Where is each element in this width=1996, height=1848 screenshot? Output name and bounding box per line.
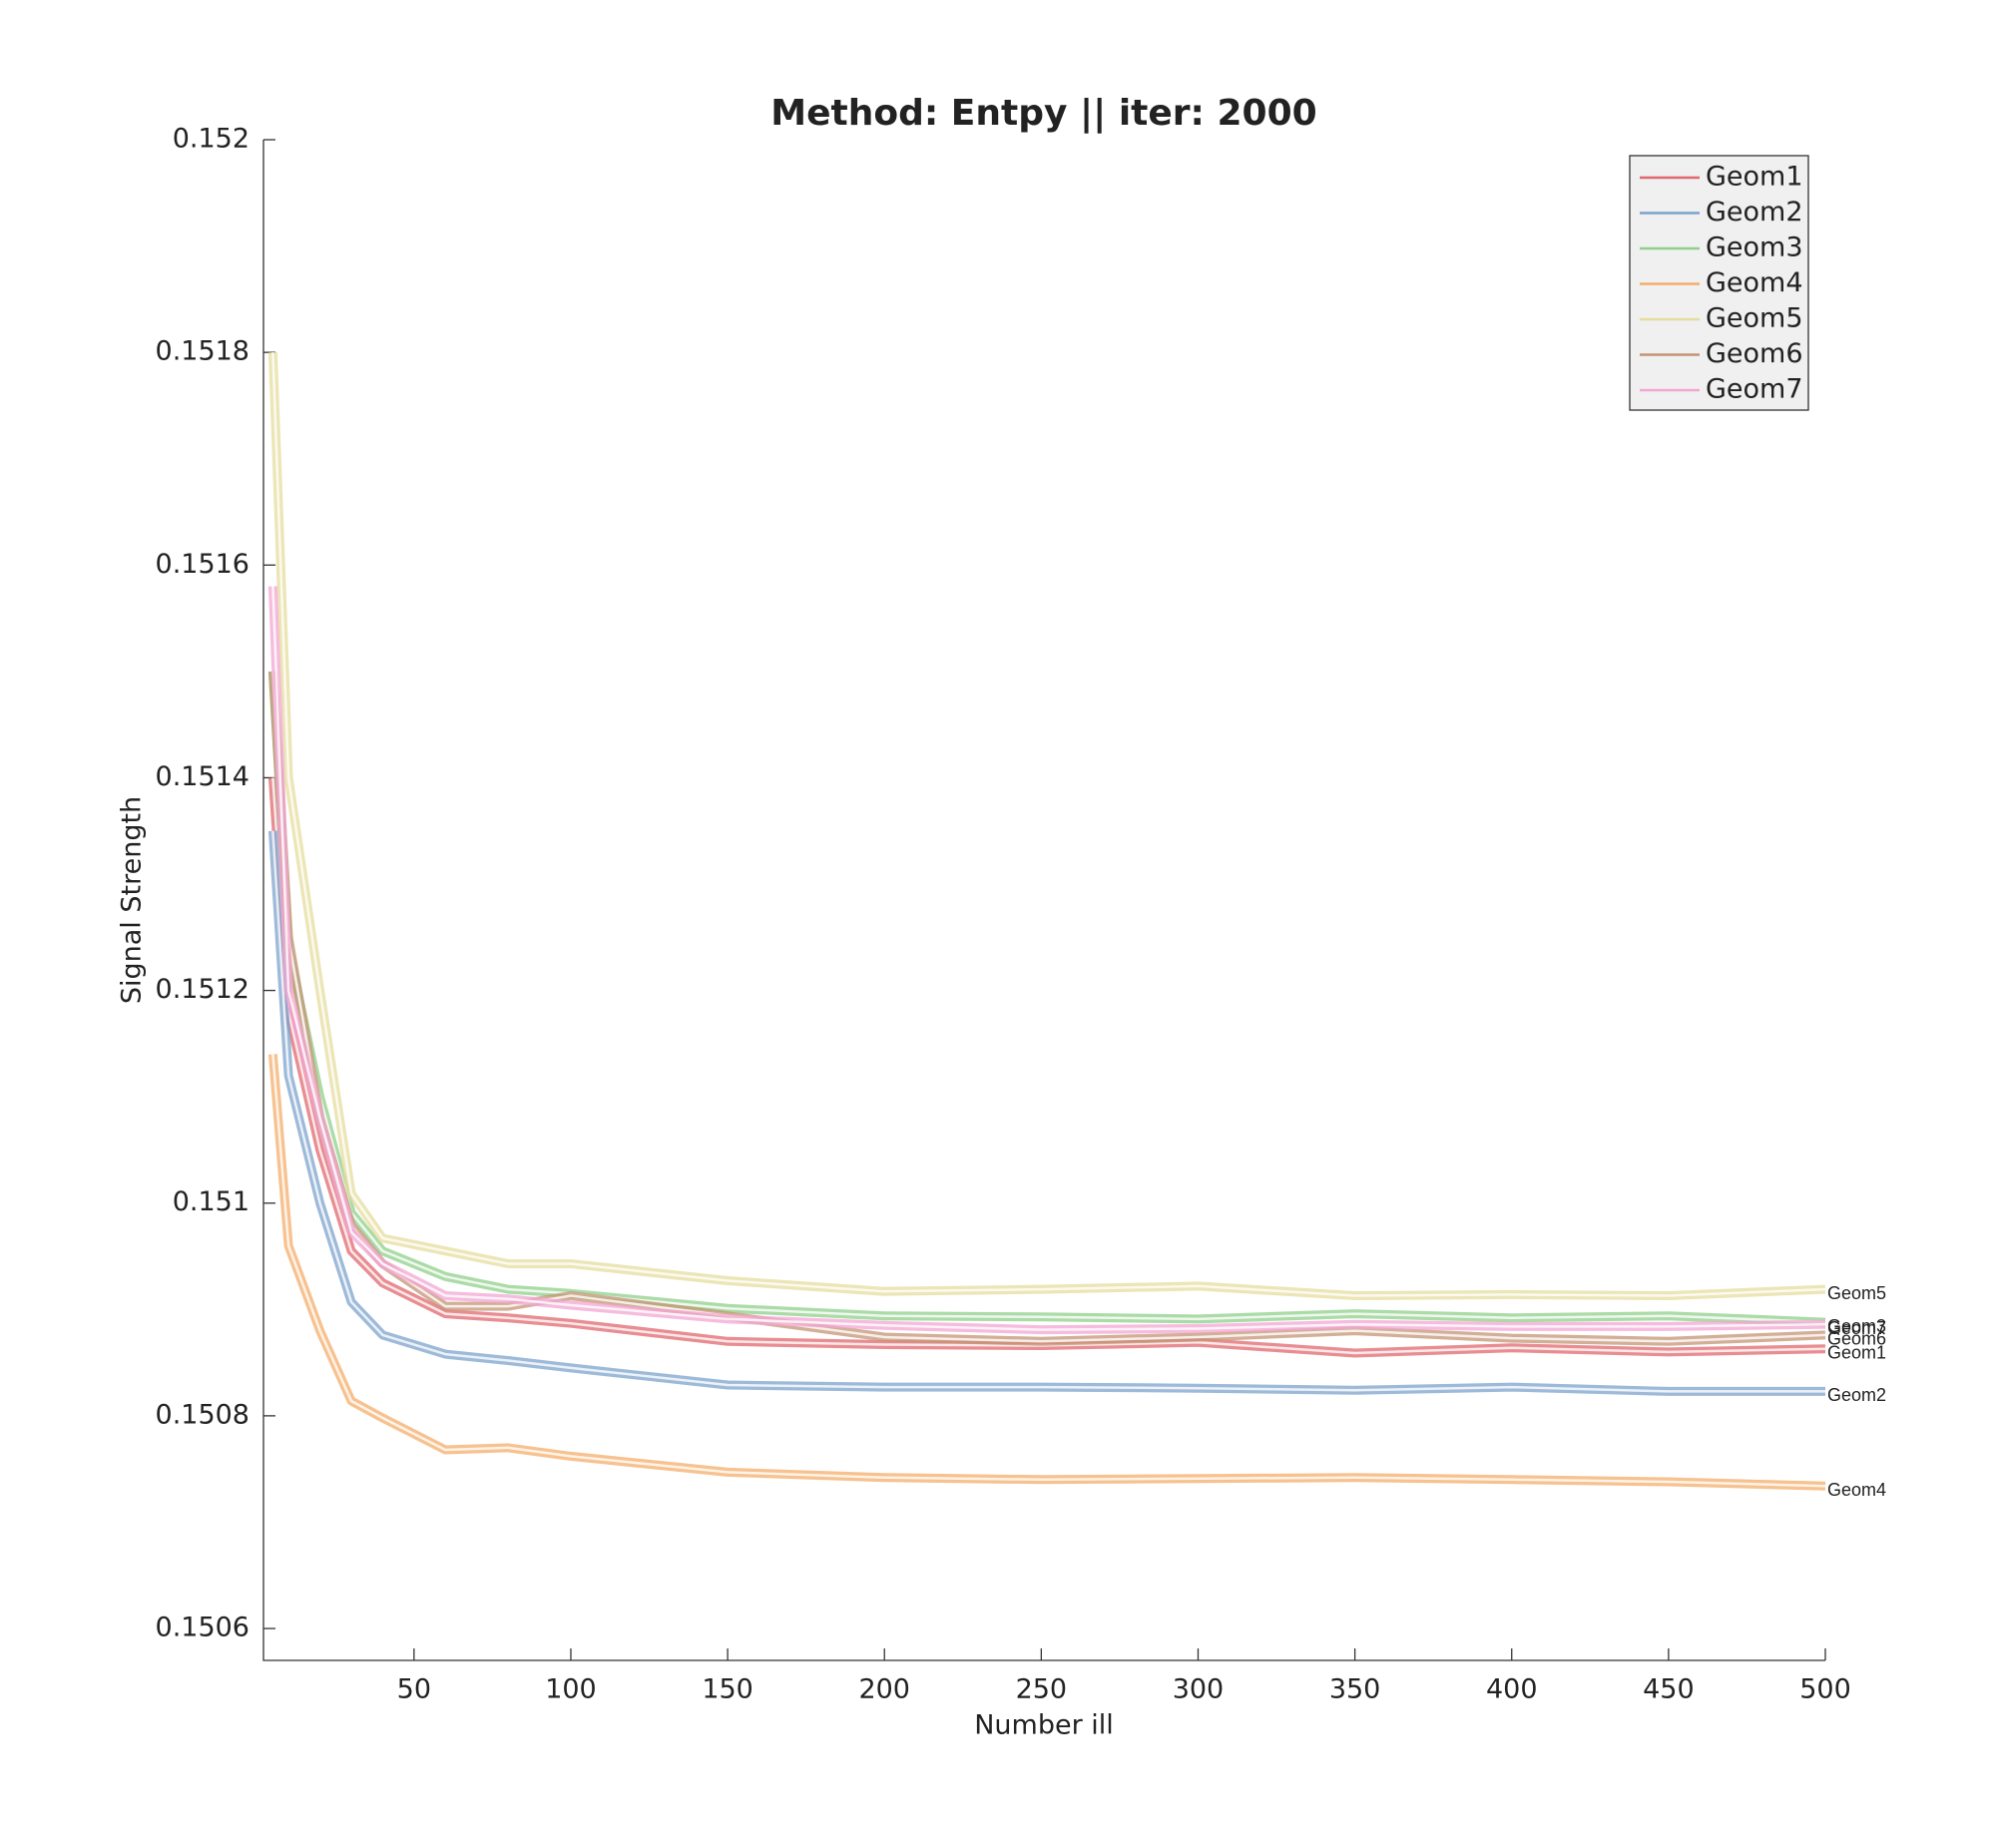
series-line	[267, 671, 1826, 1327]
line-band-core	[271, 586, 1826, 1331]
x-tick-label: 400	[1486, 1674, 1538, 1705]
line-band-core	[271, 671, 1826, 1343]
legend-label: Geom7	[1706, 374, 1803, 405]
x-tick-label: 50	[397, 1674, 431, 1705]
x-tick-label: 150	[702, 1674, 753, 1705]
line-band-core	[271, 1054, 1826, 1488]
series-line	[267, 671, 1826, 1346]
line-band	[267, 351, 1826, 1300]
end-label: Geom1	[1827, 1342, 1886, 1362]
y-tick-label: 0.151	[173, 1186, 250, 1217]
x-tick-label: 100	[545, 1674, 597, 1705]
series-line	[267, 1054, 1826, 1491]
line-band-core	[271, 830, 1825, 1393]
series-line	[267, 351, 1826, 1300]
y-tick-label: 0.1516	[156, 549, 250, 580]
x-tick-label: 450	[1643, 1674, 1695, 1705]
y-tick-label: 0.1506	[156, 1613, 250, 1643]
x-tick-label: 350	[1329, 1674, 1381, 1705]
axes	[262, 140, 1825, 1661]
legend-label: Geom1	[1706, 162, 1803, 193]
end-label: Geom7	[1827, 1318, 1886, 1338]
y-tick-label: 0.152	[173, 124, 250, 155]
end-label: Geom5	[1827, 1283, 1886, 1303]
line-band-core	[271, 352, 1826, 1297]
line-band	[267, 1054, 1826, 1491]
legend-label: Geom4	[1706, 267, 1803, 298]
legend-label: Geom2	[1706, 197, 1803, 228]
line-band	[267, 671, 1826, 1346]
end-label: Geom2	[1827, 1385, 1886, 1405]
x-tick-label: 300	[1173, 1674, 1225, 1705]
series-line	[267, 830, 1825, 1396]
y-tick-label: 0.1512	[156, 974, 250, 1005]
chart-title: Method: Entpy || iter: 2000	[770, 93, 1316, 134]
line-band-core	[271, 777, 1826, 1355]
end-label: Geom4	[1827, 1480, 1886, 1500]
line-band	[267, 586, 1826, 1335]
legend-label: Geom6	[1706, 338, 1803, 369]
series-line	[267, 586, 1826, 1335]
y-tick-label: 0.1518	[156, 336, 250, 367]
legend-label: Geom5	[1706, 303, 1803, 334]
line-band	[267, 671, 1826, 1327]
x-tick-label: 200	[858, 1674, 910, 1705]
x-axis-label: Number ill	[974, 1710, 1114, 1741]
x-tick-label: 250	[1016, 1674, 1068, 1705]
y-axis-label: Signal Strength	[117, 796, 148, 1004]
x-tick-label: 500	[1799, 1674, 1851, 1705]
line-band-core	[271, 671, 1826, 1324]
end-label: Geom6	[1827, 1329, 1886, 1349]
series-line	[267, 777, 1826, 1358]
end-label: Geom3	[1827, 1316, 1886, 1336]
y-tick-label: 0.1508	[156, 1399, 250, 1430]
y-tick-label: 0.1514	[156, 761, 250, 792]
legend-label: Geom3	[1706, 232, 1803, 263]
